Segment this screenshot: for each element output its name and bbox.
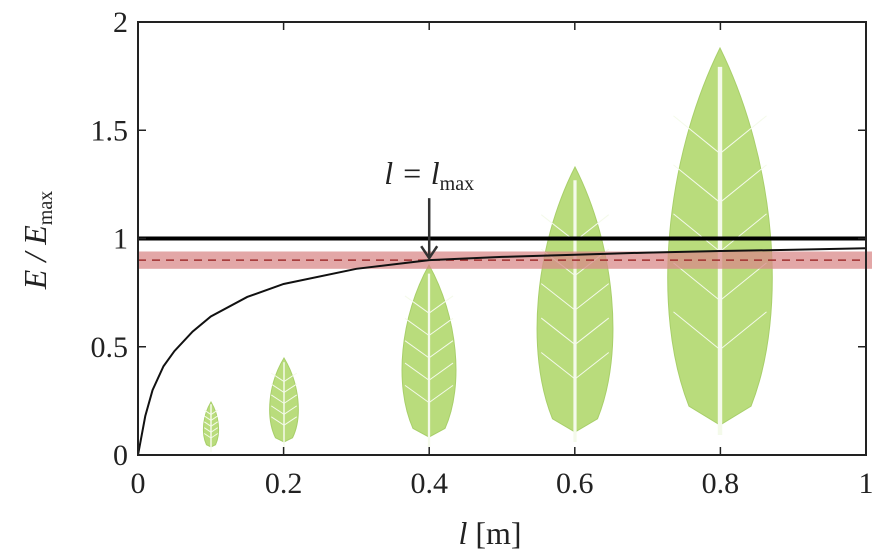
x-axis-label-unit: [m] [475, 515, 521, 551]
y-tick-label: 2 [113, 6, 128, 39]
annotation-label-sub: max [440, 173, 474, 195]
y-axis-label-main: E / E [17, 225, 53, 290]
y-axis-label-sub: max [35, 191, 57, 225]
x-tick-label: 0.2 [265, 467, 303, 500]
x-tick-label: 0 [131, 467, 146, 500]
x-tick-label: 1 [859, 467, 874, 500]
y-tick-label: 0 [113, 439, 128, 472]
x-tick-label: 0.4 [410, 467, 448, 500]
x-axis-label-var: l [458, 515, 467, 551]
x-tick-label: 0.6 [556, 467, 594, 500]
annotation-label: l = lmax [384, 155, 474, 195]
annotation-label-main: l = l [384, 155, 439, 191]
chart: l [m] E / Emax 00.20.40.60.8100.511.52l … [0, 0, 879, 556]
plot [138, 22, 872, 455]
x-tick-label: 0.8 [702, 467, 740, 500]
page: {"chart_data": { "type": "line", "x_labe… [0, 0, 879, 556]
y-tick-label: 0.5 [91, 331, 129, 364]
y-axis-label: E / Emax [17, 191, 57, 290]
y-tick-label: 1.5 [91, 114, 129, 147]
leaf-illustrations [203, 48, 772, 452]
x-axis-label: l [m] [458, 515, 521, 551]
y-tick-label: 1 [113, 223, 128, 256]
